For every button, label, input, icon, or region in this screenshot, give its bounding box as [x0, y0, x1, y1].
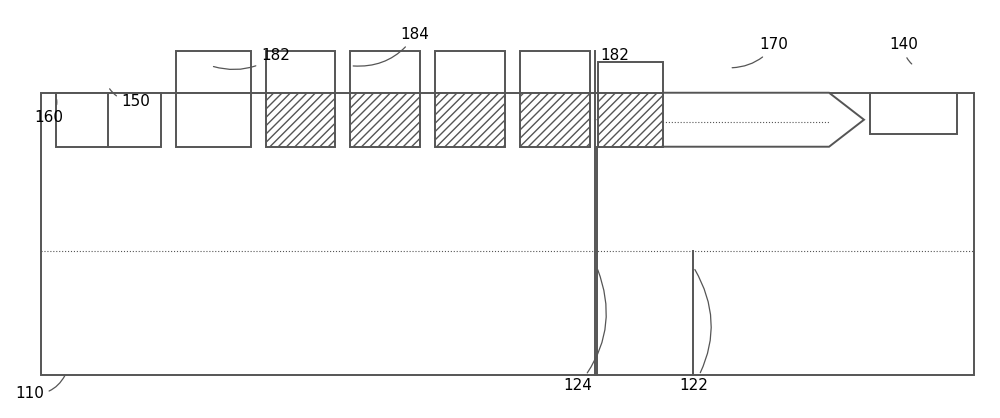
Bar — [56, 93, 161, 147]
Text: 160: 160 — [35, 99, 64, 125]
Bar — [598, 93, 663, 147]
Text: 150: 150 — [110, 89, 150, 109]
Bar — [266, 51, 335, 93]
Bar — [266, 93, 335, 147]
Bar — [41, 93, 974, 375]
Bar — [520, 93, 590, 147]
Bar — [598, 61, 663, 93]
Polygon shape — [598, 93, 864, 147]
Text: 182: 182 — [213, 48, 290, 69]
Text: 184: 184 — [353, 27, 430, 66]
Bar — [435, 93, 505, 147]
Bar — [350, 93, 420, 147]
Bar — [176, 93, 251, 147]
Bar — [435, 51, 505, 93]
Text: 140: 140 — [889, 38, 918, 64]
Bar — [176, 51, 251, 93]
Bar — [520, 51, 590, 93]
Text: 110: 110 — [15, 375, 65, 401]
Text: 122: 122 — [679, 270, 711, 393]
Text: 182: 182 — [600, 48, 630, 66]
Bar — [870, 93, 957, 134]
Text: 170: 170 — [732, 38, 789, 68]
Bar — [350, 51, 420, 93]
Text: 124: 124 — [563, 270, 606, 393]
